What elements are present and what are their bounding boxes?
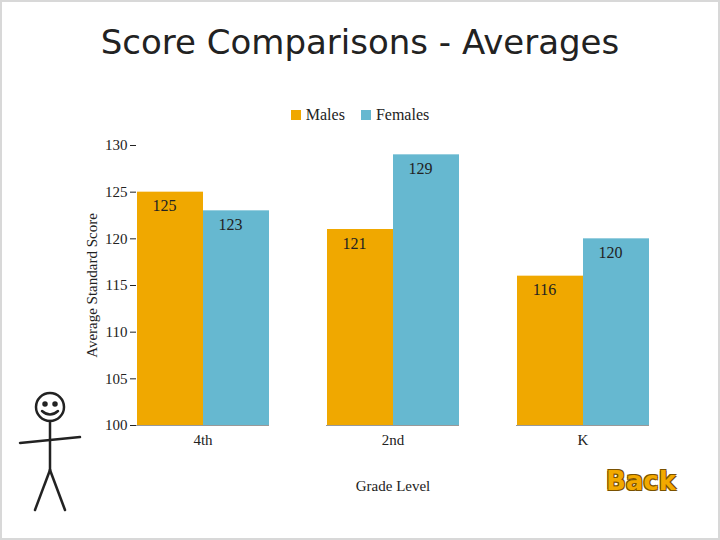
svg-text:129: 129 [409, 160, 433, 177]
svg-text:115: 115 [106, 277, 128, 293]
html-text:Males: Males [305, 106, 345, 123]
svg-text:121: 121 [343, 235, 367, 252]
svg-text:Average Standard Score: Average Standard Score [84, 213, 100, 358]
svg-text:105: 105 [105, 371, 128, 387]
html-text:Score Comparisons - Averages: Score Comparisons - Averages [100, 22, 620, 62]
html-text:Females: Females [375, 106, 430, 123]
html-text:Back: Back [605, 466, 676, 496]
svg-text:125: 125 [105, 184, 128, 200]
svg-text:100: 100 [105, 417, 128, 433]
svg-text:120: 120 [599, 244, 623, 261]
svg-text:120: 120 [105, 231, 128, 247]
svg-text:123: 123 [219, 216, 243, 233]
svg-text:110: 110 [106, 324, 128, 340]
svg-text:116: 116 [533, 281, 556, 298]
svg-text:4th: 4th [193, 432, 213, 448]
svg-text:2nd: 2nd [382, 432, 405, 448]
svg-text:Grade Level: Grade Level [356, 478, 431, 494]
svg-text:125: 125 [153, 197, 177, 214]
svg-text:130: 130 [105, 137, 128, 153]
svg-text:K: K [578, 432, 589, 448]
